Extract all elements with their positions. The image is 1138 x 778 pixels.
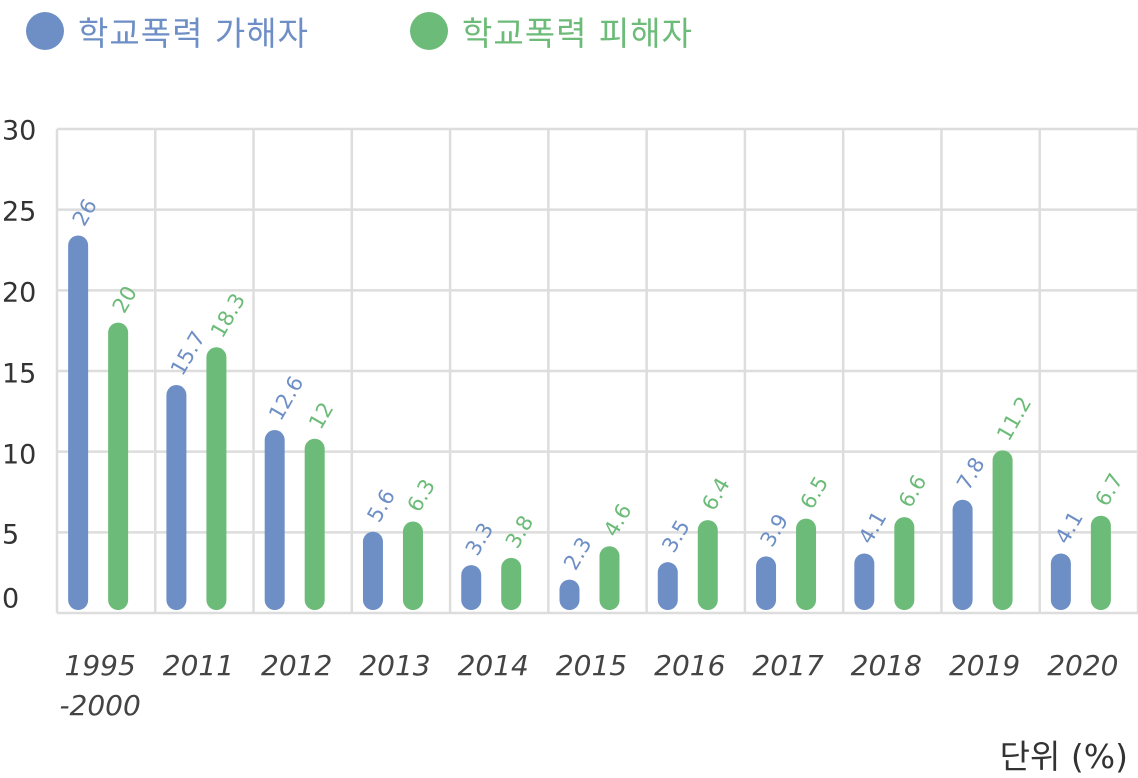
bar: [854, 553, 874, 610]
data-label: 3.5: [657, 516, 694, 557]
bar: [1051, 553, 1071, 610]
bar: [108, 323, 128, 610]
x-tick-label: 2016: [654, 649, 725, 682]
data-label: 12: [304, 398, 338, 433]
data-label: 11.2: [992, 392, 1036, 445]
bar: [166, 385, 186, 610]
data-label: 6.7: [1090, 469, 1127, 510]
y-tick-label: 10: [2, 440, 36, 471]
x-tick-label: -2000: [59, 689, 140, 722]
bar: [953, 500, 973, 610]
data-label: 2.3: [559, 533, 596, 574]
bar: [894, 517, 914, 610]
x-tick-label: 2011: [163, 649, 234, 682]
x-tick-label: 2018: [851, 649, 922, 682]
x-tick-label: 2013: [359, 649, 430, 682]
x-tick-label: 2014: [458, 649, 529, 682]
bar: [403, 522, 423, 610]
y-tick-label: 30: [2, 116, 36, 147]
data-label: 18.3: [206, 289, 250, 342]
bar: [68, 235, 88, 610]
bar: [600, 546, 620, 610]
x-tick-label: 2015: [556, 649, 627, 682]
bar: [993, 450, 1013, 610]
data-label: 12.6: [264, 372, 308, 425]
x-tick-label: 2012: [261, 649, 332, 682]
bar: [756, 556, 776, 610]
x-tick-label: 2020: [1047, 649, 1118, 682]
bar: [1091, 516, 1111, 610]
bar: [461, 565, 481, 610]
data-label: 6.4: [697, 474, 734, 515]
data-label: 4.1: [1050, 507, 1087, 548]
data-label: 26: [68, 195, 102, 230]
data-label: 6.6: [894, 471, 931, 512]
data-label: 4.1: [854, 507, 891, 548]
bar: [698, 520, 718, 610]
bar: [265, 430, 285, 610]
bar: [206, 347, 226, 610]
x-tick-label: 2017: [752, 649, 823, 682]
bar: [501, 558, 521, 610]
data-label: 3.8: [501, 511, 538, 552]
data-label: 6.5: [796, 472, 833, 513]
y-tick-label: 5: [2, 520, 19, 551]
bar: [560, 580, 580, 610]
data-label: 3.9: [756, 510, 793, 551]
data-label: 5.6: [363, 485, 400, 526]
x-tick-label: 1995: [65, 649, 136, 682]
bar: [658, 562, 678, 610]
y-tick-label: 20: [2, 278, 36, 309]
data-label: 4.6: [599, 500, 636, 541]
x-tick-label: 2019: [949, 649, 1020, 682]
data-label: 6.3: [403, 475, 440, 516]
unit-label: 단위 (%): [1000, 730, 1128, 778]
data-label: 7.8: [952, 453, 989, 494]
y-tick-label: 0: [2, 584, 19, 615]
y-tick-label: 25: [2, 197, 36, 228]
y-tick-label: 15: [2, 359, 36, 390]
bar: [305, 439, 325, 610]
data-label: 20: [108, 282, 142, 317]
bar: [363, 532, 383, 610]
bar: [796, 519, 816, 610]
data-label: 3.3: [461, 519, 498, 560]
